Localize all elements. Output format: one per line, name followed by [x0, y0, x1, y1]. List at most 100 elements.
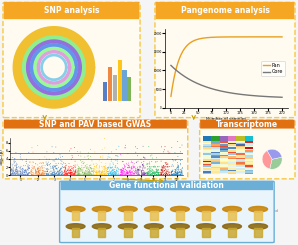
Point — [58, 169, 62, 173]
Point — [163, 164, 168, 168]
Point — [176, 164, 181, 168]
Point — [45, 173, 49, 177]
Point — [18, 157, 23, 161]
Ellipse shape — [118, 207, 137, 212]
Point — [85, 168, 89, 172]
Point — [20, 171, 25, 175]
Point — [170, 173, 175, 177]
Point — [35, 170, 40, 174]
Point — [10, 171, 15, 175]
Point — [40, 171, 45, 175]
Point — [165, 169, 170, 173]
Point — [28, 160, 33, 164]
Point — [55, 169, 60, 173]
Point — [76, 168, 81, 172]
Point — [49, 172, 54, 176]
Point — [161, 173, 165, 177]
Point — [147, 173, 151, 177]
Point — [21, 173, 26, 177]
Point — [103, 164, 108, 168]
Point — [13, 172, 17, 175]
Point — [69, 169, 74, 173]
Point — [9, 167, 14, 171]
Point — [140, 163, 145, 167]
Point — [26, 172, 30, 176]
Point — [37, 169, 42, 173]
Point — [128, 172, 133, 176]
Point — [150, 172, 155, 176]
Point — [120, 169, 125, 172]
Point — [100, 154, 105, 158]
Point — [75, 167, 80, 171]
Point — [39, 161, 44, 165]
Point — [69, 171, 74, 175]
Point — [72, 170, 76, 174]
Point — [104, 169, 108, 173]
Point — [10, 156, 15, 159]
Point — [20, 171, 25, 174]
Point — [52, 170, 56, 174]
Point — [126, 171, 131, 175]
Point — [143, 172, 148, 175]
Point — [37, 173, 41, 177]
Point — [21, 167, 26, 171]
Point — [83, 171, 87, 175]
Point — [147, 169, 152, 173]
Point — [33, 168, 38, 172]
Point — [15, 171, 20, 175]
Point — [111, 172, 115, 176]
Point — [59, 173, 64, 177]
Point — [87, 172, 92, 176]
Point — [170, 169, 175, 173]
Point — [14, 167, 19, 171]
Point — [50, 173, 55, 177]
Point — [136, 167, 141, 171]
Text: SNP analysis: SNP analysis — [44, 6, 99, 15]
Point — [113, 170, 118, 174]
Point — [14, 170, 19, 174]
Point — [67, 149, 72, 153]
Point — [169, 172, 173, 176]
Point — [97, 159, 102, 163]
Point — [102, 169, 107, 173]
Point — [60, 163, 65, 167]
Point — [155, 159, 160, 163]
Point — [20, 167, 25, 171]
Point — [129, 165, 134, 169]
Point — [96, 172, 101, 176]
Point — [10, 162, 15, 166]
Point — [122, 170, 127, 174]
Point — [54, 170, 59, 174]
Point — [13, 164, 17, 168]
Point — [22, 168, 27, 172]
Point — [82, 172, 87, 176]
Point — [66, 169, 71, 173]
Point — [103, 162, 108, 166]
Point — [85, 172, 90, 176]
Point — [180, 173, 184, 177]
Point — [77, 168, 82, 172]
Point — [33, 169, 38, 173]
Point — [169, 170, 174, 174]
Point — [69, 171, 74, 174]
Point — [106, 172, 111, 176]
Point — [104, 169, 108, 173]
Point — [82, 170, 87, 174]
Point — [134, 169, 139, 173]
Point — [124, 171, 129, 175]
Point — [91, 166, 96, 170]
Point — [80, 172, 85, 176]
Point — [52, 172, 57, 176]
Point — [79, 166, 84, 170]
Point — [56, 161, 61, 165]
Point — [122, 165, 127, 169]
Point — [121, 167, 125, 171]
Point — [174, 158, 179, 162]
Point — [26, 167, 30, 171]
Point — [29, 173, 34, 177]
Point — [50, 171, 55, 174]
Point — [104, 170, 109, 174]
Point — [68, 172, 73, 176]
Point — [112, 170, 117, 174]
Point — [116, 170, 121, 174]
